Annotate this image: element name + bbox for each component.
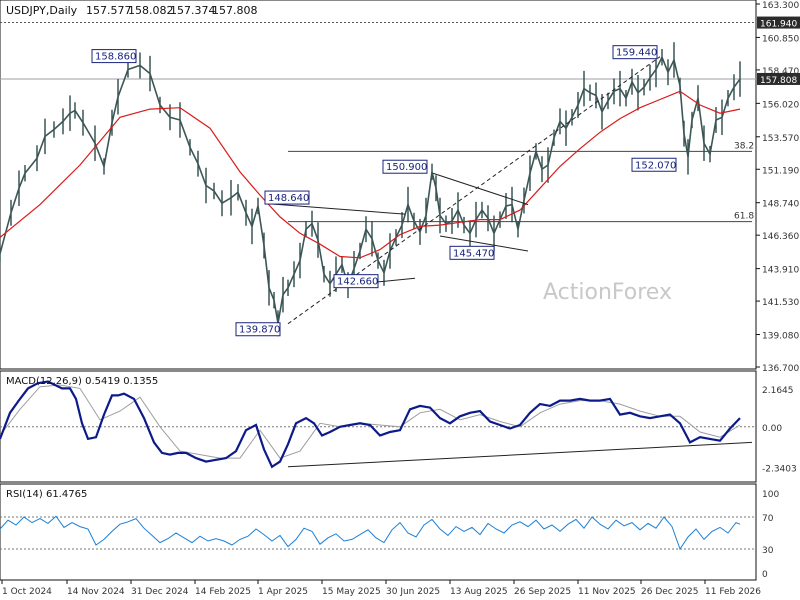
pivot-label-box — [333, 274, 379, 289]
price-y-tick-label: 146.360 — [762, 232, 799, 242]
macd-y-tick-label: 0.00 — [762, 424, 782, 434]
macd-y-tick-label: 2.1645 — [762, 386, 794, 396]
fib-level-label: 38.2 — [734, 141, 754, 151]
moving-average-line — [0, 90, 741, 259]
price-y-tick-label: 158.470 — [762, 67, 799, 77]
ohlc-low: 157.374 — [170, 4, 216, 17]
x-tick-label: 14 Nov 2024 — [67, 587, 125, 597]
rsi-panel-frame — [0, 483, 757, 581]
price-y-tick-label: 139.080 — [762, 332, 799, 342]
x-axis: 1 Oct 2024 14 Nov 2024 31 Dec 2024 14 Feb 2… — [1, 580, 761, 597]
price-tag-label: 161.940 — [760, 20, 797, 30]
trend-line — [287, 56, 661, 325]
ohlc-high: 158.082 — [128, 4, 174, 17]
ohlc-close: 157.808 — [212, 4, 258, 17]
trend-line — [271, 203, 406, 215]
rsi-title: RSI(14) 61.4765 — [6, 489, 87, 500]
price-y-tick-label: 156.020 — [762, 100, 799, 110]
price-panel-frame — [0, 0, 757, 370]
fib-level-label: 61.8 — [734, 212, 754, 222]
x-tick-label: 11 Nov 2025 — [578, 587, 636, 597]
pivot-label-box — [612, 45, 658, 60]
pivot-label: 139.870 — [239, 325, 280, 336]
watermark: ActionForex — [543, 280, 672, 305]
x-tick-label: 26 Dec 2025 — [641, 587, 699, 597]
price-tag — [757, 16, 800, 29]
x-tick-label: 1 Apr 2025 — [258, 587, 308, 597]
macd-trend-line — [287, 441, 753, 468]
price-y-tick-label: 151.190 — [762, 166, 799, 176]
pivot-label: 152.070 — [635, 160, 676, 171]
price-y-tick-label: 153.570 — [762, 134, 799, 144]
macd-y-tick-label: -2.3403 — [762, 465, 797, 475]
x-tick-label: 26 Sep 2025 — [514, 587, 571, 597]
macd-line — [0, 380, 741, 469]
price-y-tick-label: 136.700 — [762, 364, 799, 374]
price-y-tick-label: 160.850 — [762, 34, 799, 44]
trend-line — [432, 172, 529, 206]
price-panel: 163.300 160.850 158.470 156.020 153.570 151.1… — [0, 1, 800, 374]
x-tick-label: 15 May 2025 — [322, 587, 381, 597]
price-y-tick-label: 148.740 — [762, 200, 799, 210]
pivot-label: 150.900 — [386, 162, 427, 173]
price-y-tick-label: 141.530 — [762, 298, 799, 308]
chart-title: USDJPY,Daily — [6, 4, 78, 17]
pivot-label: 142.660 — [337, 277, 378, 288]
macd-panel-frame — [0, 370, 757, 483]
price-tag-label: 157.808 — [760, 76, 797, 86]
rsi-y-tick-label: 100 — [762, 490, 779, 500]
pivot-label-box — [235, 322, 281, 337]
macd-title: MACD(12,26,9) 0.5419 0.1355 — [6, 376, 158, 387]
pivot-label: 148.640 — [268, 193, 309, 204]
ohlc-open: 157.577 — [86, 4, 132, 17]
rsi-line — [0, 515, 741, 551]
pivot-label: 158.860 — [95, 52, 136, 63]
price-y-tick-label: 143.910 — [762, 266, 799, 276]
x-tick-label: 30 Jun 2025 — [386, 587, 440, 597]
pivot-label-box — [91, 49, 137, 64]
pivot-label: 159.440 — [616, 48, 657, 59]
trend-line — [439, 235, 529, 252]
price-tag — [757, 72, 800, 85]
x-tick-label: 14 Feb 2025 — [195, 587, 251, 597]
rsi-y-tick-label: 70 — [762, 514, 774, 524]
x-tick-label: 13 Aug 2025 — [450, 587, 508, 597]
rsi-panel: 100 70 30 0 — [0, 490, 779, 580]
pivot-label-box — [264, 190, 310, 205]
rsi-y-tick-label: 30 — [762, 546, 774, 556]
macd-panel: 2.1645 0.00 -2.3403 — [0, 380, 797, 475]
rsi-y-tick-label: 0 — [762, 570, 768, 580]
price-line — [0, 55, 741, 324]
x-tick-label: 11 Feb 2026 — [705, 587, 761, 597]
pivot-label-box — [449, 245, 495, 260]
x-tick-label: 31 Dec 2024 — [131, 587, 189, 597]
pivot-label: 145.470 — [453, 248, 494, 259]
x-tick-label: 1 Oct 2024 — [2, 587, 52, 597]
pivot-label-box — [631, 157, 677, 172]
price-y-tick-label: 163.300 — [762, 1, 799, 11]
pivot-label-box — [382, 159, 428, 174]
